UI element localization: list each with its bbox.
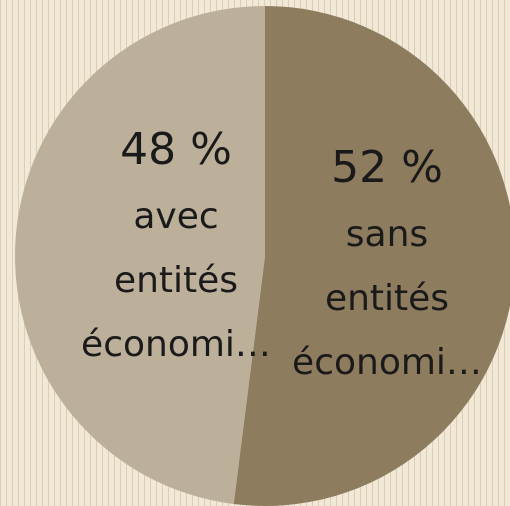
pie-slices [14,5,510,506]
slice-label-line: entités [325,278,449,319]
slice-percent-label: 48 % [120,124,232,175]
slice-label-line: économi… [81,324,271,365]
slice-label-line: économi… [292,342,482,383]
pie-slice-0 [233,6,510,506]
slice-label-1: 48 % avec entités économi… [81,124,271,365]
slice-label-line: avec [133,196,218,237]
pie-slice-1 [14,5,265,505]
slice-label-line: sans [346,214,428,255]
slice-percent-label: 52 % [331,142,443,193]
slice-label-0: 52 % sans entités économi… [292,142,482,383]
slice-label-line: entités [114,260,238,301]
pie-labels: 52 % sans entités économi… 48 % avec ent… [81,124,482,383]
